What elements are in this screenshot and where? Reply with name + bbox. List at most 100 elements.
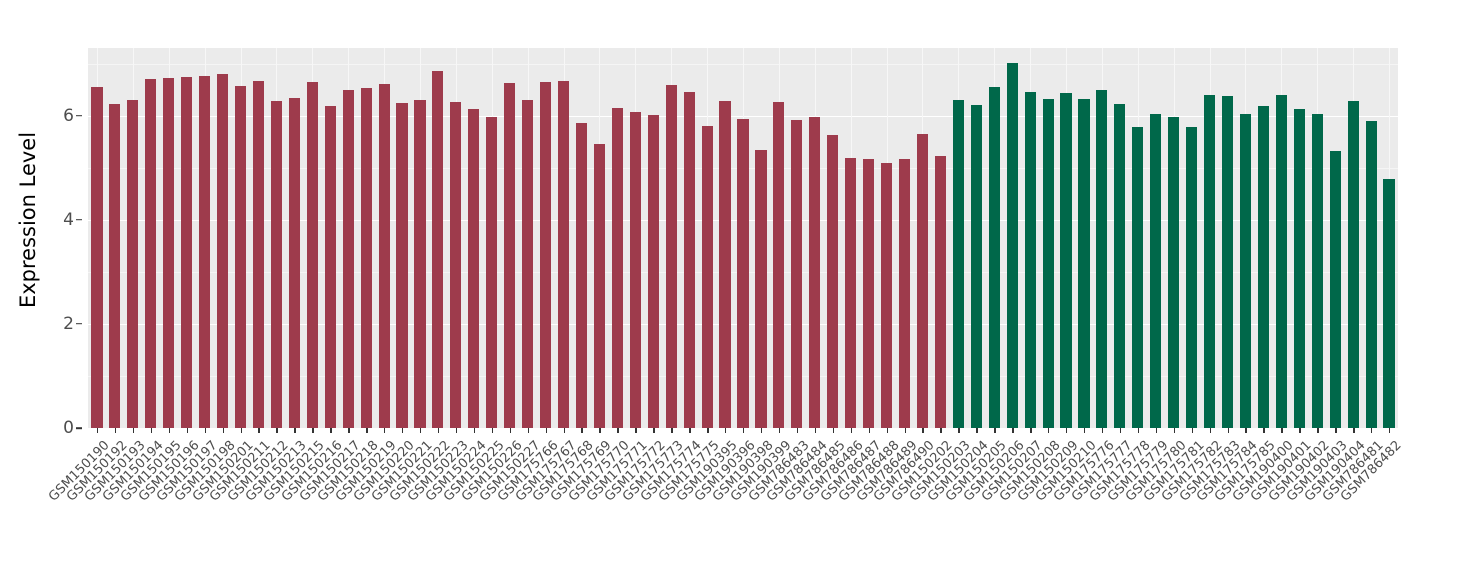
bar[interactable] [1150,113,1162,428]
x-tick-mark [330,428,332,433]
bar[interactable] [1132,127,1144,428]
bar[interactable] [845,157,857,428]
x-tick-mark [402,428,404,433]
bar[interactable] [145,79,157,428]
y-tick-mark [76,218,82,221]
x-tick-mark [1389,428,1391,433]
bar[interactable] [1006,62,1018,428]
bar[interactable] [970,104,982,428]
bar[interactable] [611,108,623,428]
x-tick-mark [1155,428,1158,433]
bar[interactable] [755,150,767,428]
bar[interactable] [486,116,498,428]
y-tick-mark [76,114,82,117]
bar[interactable] [1060,93,1072,428]
plot-panel [88,48,1398,428]
x-tick-mark [1012,428,1014,433]
x-tick-mark [922,428,924,433]
y-tick-label: 0 [63,418,74,438]
bar[interactable] [234,86,247,428]
bar[interactable] [557,81,570,428]
bar[interactable] [898,158,911,428]
bar[interactable] [809,117,821,428]
x-tick-mark [994,428,996,433]
x-tick-mark [1371,428,1373,433]
bar[interactable] [1078,99,1090,428]
bar[interactable] [91,86,103,428]
y-axis-ticks: 0 2 4 6 [46,0,84,580]
x-tick-mark [976,428,978,433]
bar[interactable] [1257,106,1269,428]
bar[interactable] [1096,90,1108,428]
bar[interactable] [934,155,946,428]
bar[interactable] [629,111,641,428]
bar[interactable] [540,81,552,428]
bar[interactable] [575,123,588,428]
bar[interactable] [127,100,139,428]
bar[interactable] [360,87,372,428]
bar[interactable] [737,118,749,428]
bar[interactable] [217,74,229,428]
x-tick-mark [1227,428,1229,433]
bar[interactable] [701,126,713,428]
x-tick-mark [689,428,691,433]
bar[interactable] [593,144,605,428]
x-tick-mark [1335,428,1337,433]
bar[interactable] [863,158,875,428]
bar[interactable] [522,99,534,428]
bar[interactable] [719,101,731,428]
x-tick-mark [1299,428,1301,433]
bar[interactable] [1168,116,1180,428]
bar[interactable] [1114,104,1126,428]
bar[interactable] [199,75,211,428]
bar[interactable] [880,162,893,428]
bar[interactable] [1347,101,1359,428]
bar[interactable] [1221,96,1234,428]
bar[interactable] [1204,95,1216,428]
bar[interactable] [683,92,695,428]
bar[interactable] [306,82,318,428]
bar[interactable] [1239,114,1252,428]
bar[interactable] [252,81,265,428]
bar[interactable] [342,89,354,428]
bar[interactable] [916,133,928,428]
bar[interactable] [952,100,964,428]
x-tick-mark [509,428,512,433]
bar[interactable] [181,77,193,428]
bar[interactable] [665,85,677,428]
x-tick-mark [348,428,350,433]
bar[interactable] [1383,179,1395,428]
bar[interactable] [1024,91,1036,428]
x-tick-mark [868,428,870,433]
bar[interactable] [504,83,516,428]
x-tick-mark [312,428,314,433]
bar[interactable] [1186,127,1198,428]
bar[interactable] [1293,109,1305,428]
bar[interactable] [324,106,336,428]
bar[interactable] [1042,99,1054,428]
bar[interactable] [468,108,480,428]
x-tick-mark [958,428,960,433]
x-tick-mark [473,428,476,433]
bar[interactable] [988,87,1000,428]
x-tick-mark [832,428,835,433]
bar[interactable] [791,119,803,428]
bar[interactable] [396,103,408,428]
bar[interactable] [270,100,282,428]
bar[interactable] [647,115,659,428]
bar[interactable] [163,77,175,428]
x-tick-mark [635,428,637,433]
bar[interactable] [773,102,785,428]
bar[interactable] [450,101,462,428]
bar[interactable] [288,97,300,428]
bar[interactable] [109,103,121,428]
bar[interactable] [1275,95,1287,428]
bar[interactable] [827,134,839,428]
bar[interactable] [1329,150,1341,428]
bar[interactable] [378,84,390,428]
bar[interactable] [432,70,444,428]
bar[interactable] [1365,120,1377,428]
x-tick-mark [1048,428,1050,433]
bar[interactable] [414,100,426,428]
bar[interactable] [1311,113,1323,428]
